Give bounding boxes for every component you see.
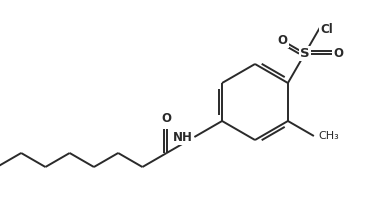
Text: O: O [333, 47, 343, 60]
Text: NH: NH [172, 130, 193, 143]
Text: Cl: Cl [320, 22, 333, 36]
Text: O: O [162, 112, 172, 125]
Text: S: S [300, 47, 310, 60]
Text: O: O [277, 34, 287, 47]
Text: CH₃: CH₃ [318, 131, 339, 141]
